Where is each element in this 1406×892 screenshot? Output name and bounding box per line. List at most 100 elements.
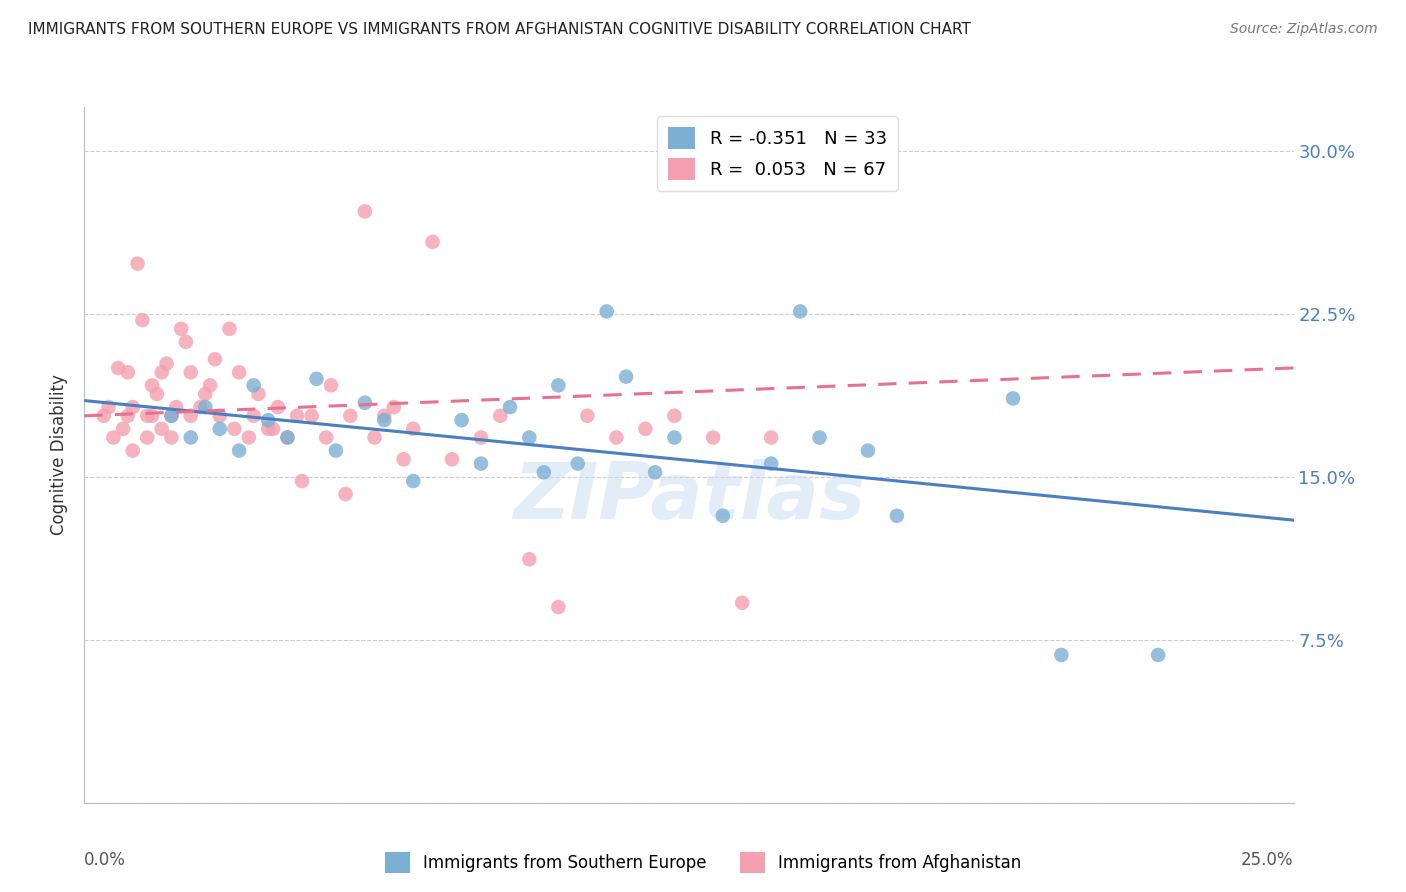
Point — [354, 396, 377, 410]
Point — [789, 304, 811, 318]
Point — [644, 466, 666, 480]
Point — [208, 409, 231, 423]
Point — [470, 431, 492, 445]
Point — [392, 452, 415, 467]
Point — [276, 431, 298, 445]
Point — [711, 508, 734, 523]
Point — [1147, 648, 1170, 662]
Point — [194, 387, 217, 401]
Point — [731, 596, 754, 610]
Point — [136, 431, 159, 445]
Point — [291, 474, 314, 488]
Point — [127, 257, 149, 271]
Text: 0.0%: 0.0% — [84, 851, 127, 869]
Point — [170, 322, 193, 336]
Point — [440, 452, 463, 467]
Point — [257, 422, 280, 436]
Point — [614, 369, 637, 384]
Point — [285, 409, 308, 423]
Point — [373, 409, 395, 423]
Point — [533, 466, 555, 480]
Point — [335, 487, 357, 501]
Point — [160, 409, 183, 423]
Point — [470, 457, 492, 471]
Point — [204, 352, 226, 367]
Point — [759, 457, 782, 471]
Point — [634, 422, 657, 436]
Point — [354, 204, 377, 219]
Point — [146, 387, 169, 401]
Point — [702, 431, 724, 445]
Point — [547, 378, 569, 392]
Point — [180, 409, 202, 423]
Text: 25.0%: 25.0% — [1241, 851, 1294, 869]
Point — [363, 431, 385, 445]
Point — [759, 431, 782, 445]
Point — [160, 409, 183, 423]
Point — [315, 431, 337, 445]
Point — [180, 365, 202, 379]
Point — [576, 409, 599, 423]
Point — [103, 431, 125, 445]
Point — [1001, 392, 1024, 406]
Point — [208, 422, 231, 436]
Point — [242, 409, 264, 423]
Point — [567, 457, 589, 471]
Point — [136, 409, 159, 423]
Text: ZIPatlas: ZIPatlas — [513, 458, 865, 534]
Point — [547, 600, 569, 615]
Point — [190, 400, 212, 414]
Point — [596, 304, 619, 318]
Point — [121, 443, 143, 458]
Point — [301, 409, 323, 423]
Point — [224, 422, 246, 436]
Point — [194, 400, 217, 414]
Point — [180, 431, 202, 445]
Point — [402, 474, 425, 488]
Point — [489, 409, 512, 423]
Point — [160, 431, 183, 445]
Point — [382, 400, 405, 414]
Point — [664, 409, 686, 423]
Point — [228, 443, 250, 458]
Point — [131, 313, 153, 327]
Point — [165, 400, 187, 414]
Point — [517, 552, 540, 566]
Point — [150, 365, 173, 379]
Text: IMMIGRANTS FROM SOUTHERN EUROPE VS IMMIGRANTS FROM AFGHANISTAN COGNITIVE DISABIL: IMMIGRANTS FROM SOUTHERN EUROPE VS IMMIG… — [28, 22, 972, 37]
Point — [1050, 648, 1073, 662]
Point — [141, 378, 163, 392]
Point — [422, 235, 444, 249]
Point — [450, 413, 472, 427]
Point — [325, 443, 347, 458]
Point — [228, 365, 250, 379]
Point — [112, 422, 135, 436]
Point — [664, 431, 686, 445]
Point — [93, 409, 115, 423]
Point — [117, 409, 139, 423]
Point — [339, 409, 361, 423]
Point — [517, 431, 540, 445]
Point — [117, 365, 139, 379]
Point — [198, 378, 221, 392]
Legend: R = -0.351   N = 33, R =  0.053   N = 67: R = -0.351 N = 33, R = 0.053 N = 67 — [657, 116, 897, 191]
Point — [218, 322, 240, 336]
Point — [247, 387, 270, 401]
Point — [257, 413, 280, 427]
Y-axis label: Cognitive Disability: Cognitive Disability — [51, 375, 69, 535]
Point — [97, 400, 120, 414]
Point — [121, 400, 143, 414]
Point — [155, 357, 177, 371]
Point — [174, 334, 197, 349]
Text: Source: ZipAtlas.com: Source: ZipAtlas.com — [1230, 22, 1378, 37]
Point — [808, 431, 831, 445]
Point — [150, 422, 173, 436]
Point — [238, 431, 260, 445]
Point — [402, 422, 425, 436]
Point — [373, 413, 395, 427]
Point — [319, 378, 342, 392]
Point — [886, 508, 908, 523]
Point — [242, 378, 264, 392]
Point — [305, 372, 328, 386]
Legend: Immigrants from Southern Europe, Immigrants from Afghanistan: Immigrants from Southern Europe, Immigra… — [378, 846, 1028, 880]
